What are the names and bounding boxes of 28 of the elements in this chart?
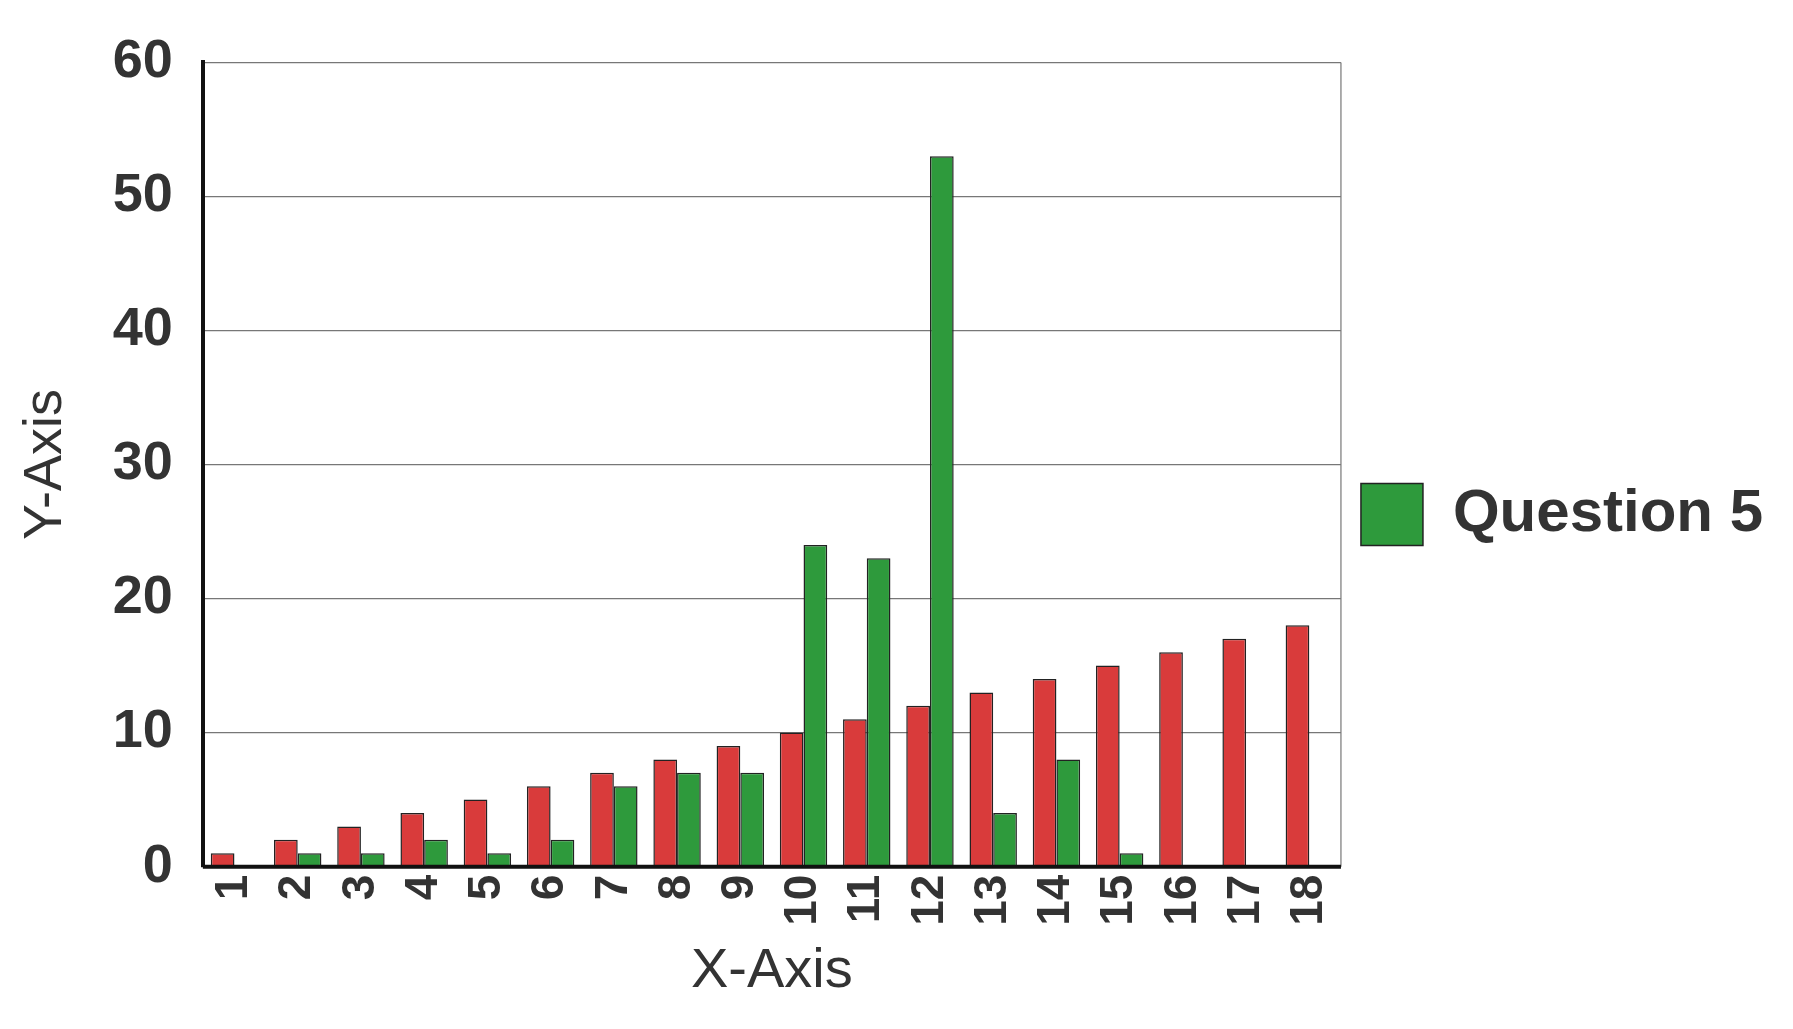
x-tick-label: 8 — [647, 874, 700, 901]
y-axis-title: Y-Axis — [12, 388, 73, 541]
x-tick-label: 18 — [1280, 874, 1333, 926]
x-tick-label: 16 — [1153, 874, 1206, 926]
x-tick-label: 13 — [963, 874, 1016, 926]
x-tick-label: 10 — [774, 874, 827, 926]
y-tick-label: 0 — [142, 832, 173, 893]
y-tick-label: 40 — [112, 296, 173, 357]
x-tick-label: 3 — [331, 874, 384, 901]
x-tick-label: 17 — [1216, 874, 1269, 926]
y-tick-label: 60 — [112, 28, 173, 89]
y-tick-label: 20 — [112, 564, 173, 625]
x-tick-label: 7 — [584, 874, 637, 901]
x-axis-title: X-Axis — [691, 935, 853, 999]
y-tick-label: 50 — [112, 162, 173, 223]
legend-label: Question 5 — [1452, 477, 1764, 545]
x-tick-label: 5 — [458, 874, 511, 901]
x-tick-label: 4 — [394, 874, 447, 901]
x-tick-label: 12 — [900, 874, 953, 926]
x-tick-label: 6 — [521, 874, 574, 901]
y-tick-label: 30 — [112, 430, 173, 491]
x-tick-label: 2 — [268, 874, 321, 901]
x-tick-label: 11 — [837, 874, 890, 924]
x-tick-label: 1 — [205, 874, 258, 901]
x-tick-label: 14 — [1027, 874, 1080, 926]
y-tick-label: 10 — [112, 698, 173, 759]
x-tick-label: 15 — [1090, 874, 1143, 926]
x-tick-label: 9 — [710, 874, 763, 901]
